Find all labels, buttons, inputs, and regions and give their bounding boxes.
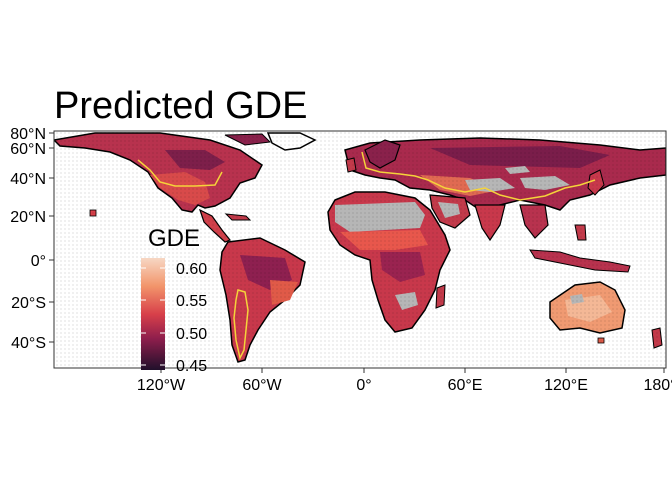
lat-tick-label: 40°S <box>11 335 46 352</box>
legend-label: 0.55 <box>176 293 207 310</box>
boundary-line-south-america <box>233 289 249 361</box>
lon-tick-label: 60°E <box>448 377 483 394</box>
legend-title: GDE <box>148 225 200 252</box>
lon-tick-label: 0° <box>356 377 371 394</box>
lat-tick-label: 40°N <box>10 171 46 188</box>
lat-tick-label: 20°N <box>10 209 46 226</box>
landmass-madagascar <box>435 284 446 309</box>
lon-tick-label: 120°W <box>137 377 186 394</box>
lon-axis: 120°W 60°W 0° 60°E 120°E 180° <box>137 368 672 394</box>
boundary-line-eurasia <box>361 151 596 201</box>
landmass-new-zealand <box>651 327 663 349</box>
map-frame <box>53 130 667 369</box>
legend-label: 0.45 <box>176 358 207 375</box>
legend: GDE 0.60 0.55 0.50 0.45 <box>141 225 207 375</box>
landmass-tasmania <box>597 337 605 344</box>
lat-axis: 80°N 60°N 40°N 20°N 0° 20°S 40°S <box>10 126 54 352</box>
lon-tick-label: 120°E <box>544 377 588 394</box>
no-data-sahara <box>335 202 425 232</box>
legend-label: 0.60 <box>176 261 207 278</box>
lat-tick-label: 0° <box>31 253 46 270</box>
map-title: Predicted GDE <box>54 85 307 127</box>
lon-tick-label: 180° <box>643 377 672 394</box>
lon-tick-label: 60°W <box>242 377 282 394</box>
lat-tick-label: 60°N <box>10 141 46 158</box>
boundary-line-north-america <box>137 159 223 187</box>
landmass-hawaii <box>89 209 97 217</box>
lat-tick-label: 20°S <box>11 295 46 312</box>
legend-colorbar <box>141 258 165 370</box>
legend-label: 0.50 <box>176 326 207 343</box>
landmass-britain <box>345 157 357 173</box>
lat-tick-label: 80°N <box>10 126 46 143</box>
